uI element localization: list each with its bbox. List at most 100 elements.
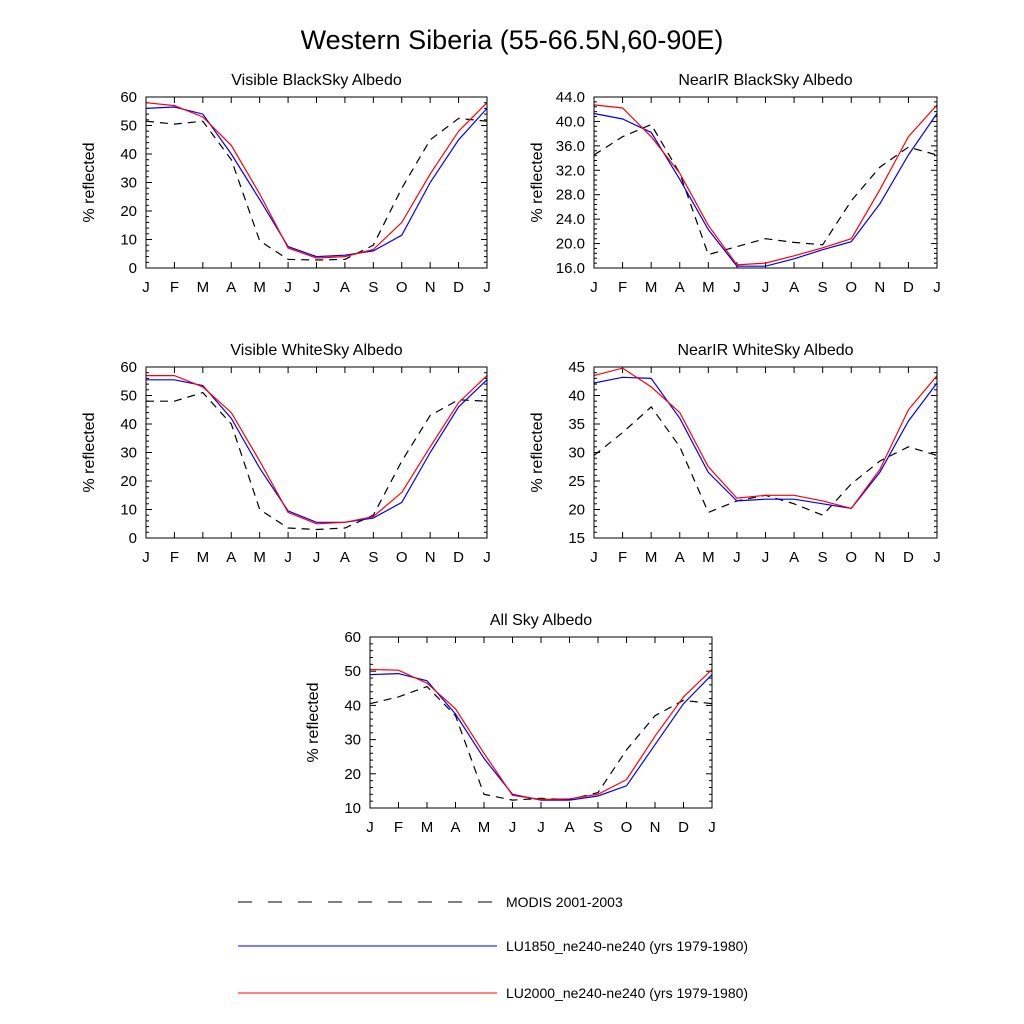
plot-frame <box>593 96 938 269</box>
y-tick-label: 40 <box>568 388 585 405</box>
y-tick-label: 40 <box>120 146 137 163</box>
y-tick-label: 50 <box>120 388 137 405</box>
x-tick-label: D <box>453 549 464 566</box>
x-tick-label: A <box>340 279 350 296</box>
x-tick-label: D <box>678 819 689 836</box>
y-tick-label: 20.0 <box>556 236 585 253</box>
x-tick-label: M <box>253 279 266 296</box>
series-line-1 <box>369 685 713 801</box>
x-tick-label: A <box>675 279 685 296</box>
y-tick-label: 28.0 <box>556 187 585 204</box>
x-tick-label: A <box>450 819 460 836</box>
y-tick-label: 30 <box>120 175 137 192</box>
y-tick-label: 20 <box>120 203 137 220</box>
x-tick-label: A <box>789 549 799 566</box>
x-tick-label: F <box>618 549 627 566</box>
x-tick-label: M <box>645 279 658 296</box>
x-tick-label: N <box>874 549 885 566</box>
x-tick-label: D <box>903 279 914 296</box>
x-tick-label: M <box>478 819 491 836</box>
x-tick-label: J <box>509 819 517 836</box>
y-tick-label: 0 <box>129 260 137 277</box>
x-tick-label: A <box>564 819 574 836</box>
legend: MODIS 2001-2003 LU1850_ne240-ne240 (yrs 1… <box>238 894 748 1001</box>
x-tick-label: A <box>675 549 685 566</box>
x-tick-label: J <box>590 549 598 566</box>
x-tick-label: S <box>818 279 828 296</box>
x-tick-label: O <box>845 549 857 566</box>
x-tick-label: J <box>933 549 941 566</box>
series-line-2 <box>146 379 488 523</box>
legend-entry-1: MODIS 2001-2003 <box>238 894 623 910</box>
y-axis-label: % reflected <box>81 142 98 222</box>
x-tick-label: J <box>708 819 716 836</box>
y-tick-label: 20 <box>120 473 137 490</box>
panel-title: All Sky Albedo <box>490 612 592 629</box>
x-tick-label: F <box>394 819 403 836</box>
panel-title: NearIR BlackSky Albedo <box>678 72 852 89</box>
plot-frame <box>145 96 488 269</box>
y-axis-label: % reflected <box>529 412 546 492</box>
x-tick-label: A <box>226 279 236 296</box>
y-tick-label: 24.0 <box>556 211 585 228</box>
y-tick-label: 20 <box>568 502 585 519</box>
y-tick-label: 30 <box>120 445 137 462</box>
x-tick-label: J <box>762 279 770 296</box>
legend-entry-2: LU1850_ne240-ne240 (yrs 1979-1980) <box>238 938 748 954</box>
plot-frame <box>145 366 488 539</box>
y-tick-label: 45 <box>568 359 585 376</box>
x-tick-label: A <box>340 549 350 566</box>
x-tick-label: M <box>197 279 210 296</box>
y-tick-label: 60 <box>344 629 361 646</box>
x-tick-label: J <box>933 279 941 296</box>
x-tick-label: M <box>197 549 210 566</box>
y-axis-label: % reflected <box>81 412 98 492</box>
y-tick-label: 30 <box>344 732 361 749</box>
x-tick-label: J <box>313 549 321 566</box>
y-tick-label: 60 <box>120 89 137 106</box>
x-tick-label: J <box>762 549 770 566</box>
x-tick-label: D <box>903 549 914 566</box>
y-tick-label: 30 <box>568 445 585 462</box>
x-tick-label: N <box>650 819 661 836</box>
y-tick-label: 50 <box>120 118 137 135</box>
x-tick-label: M <box>645 549 658 566</box>
series-line-3 <box>593 104 938 266</box>
y-tick-label: 40.0 <box>556 113 585 130</box>
y-tick-label: 10 <box>120 232 137 249</box>
panel-title: Visible BlackSky Albedo <box>231 72 402 89</box>
x-tick-label: O <box>845 279 857 296</box>
x-tick-label: J <box>142 549 150 566</box>
legend-label: MODIS 2001-2003 <box>506 894 623 910</box>
panel-title: Visible WhiteSky Albedo <box>230 342 402 359</box>
x-tick-label: F <box>170 279 179 296</box>
x-tick-label: J <box>483 279 491 296</box>
x-tick-label: S <box>368 279 378 296</box>
series-line-1 <box>146 391 488 531</box>
y-tick-label: 44.0 <box>556 89 585 106</box>
x-tick-label: S <box>818 549 828 566</box>
x-tick-label: O <box>396 549 408 566</box>
x-tick-label: N <box>425 549 436 566</box>
y-tick-label: 0 <box>129 530 137 547</box>
series-line-1 <box>145 117 488 261</box>
y-tick-label: 35 <box>568 416 585 433</box>
x-tick-label: D <box>453 279 464 296</box>
y-tick-label: 60 <box>120 359 137 376</box>
x-tick-label: M <box>702 549 715 566</box>
y-tick-label: 32.0 <box>556 162 585 179</box>
y-axis-label: % reflected <box>305 682 322 762</box>
x-tick-label: J <box>142 279 150 296</box>
series-line-3 <box>145 102 488 259</box>
x-tick-label: J <box>313 279 321 296</box>
x-tick-label: J <box>733 279 741 296</box>
x-tick-label: A <box>789 279 799 296</box>
y-tick-label: 40 <box>120 416 137 433</box>
x-tick-label: J <box>366 819 374 836</box>
x-tick-label: J <box>483 549 491 566</box>
x-tick-label: N <box>874 279 885 296</box>
